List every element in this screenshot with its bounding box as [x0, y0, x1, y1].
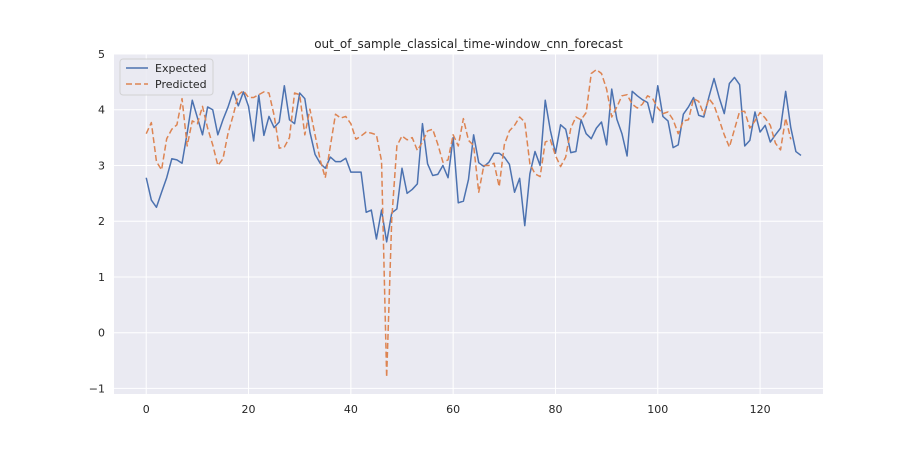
- y-tick-label: 0: [98, 327, 105, 340]
- chart-title: out_of_sample_classical_time-window_cnn_…: [314, 37, 623, 51]
- y-tick-label: −1: [89, 382, 105, 395]
- series-layer: [145, 68, 802, 379]
- legend-label-expected: Expected: [155, 62, 206, 75]
- series-line-expected: [145, 76, 802, 243]
- series-line-predicted: [145, 68, 792, 379]
- y-tick-label: 5: [98, 48, 105, 61]
- legend-label-predicted: Predicted: [155, 78, 207, 91]
- y-tick-label: 3: [98, 159, 105, 172]
- x-tick-label: 80: [548, 403, 562, 416]
- y-tick-label: 4: [98, 104, 105, 117]
- y-tick-label: 2: [98, 215, 105, 228]
- x-tick-label: 0: [143, 403, 150, 416]
- x-tick-label: 20: [242, 403, 256, 416]
- x-tick-label: 60: [446, 403, 460, 416]
- x-tick-label: 100: [647, 403, 668, 416]
- x-tick-label: 40: [344, 403, 358, 416]
- legend: Expected Predicted: [119, 58, 214, 96]
- tick-labels: 0 20 40 60 80 100 120 −1 0 1 2 3 4 5: [89, 48, 771, 416]
- y-tick-label: 1: [98, 271, 105, 284]
- x-tick-label: 120: [750, 403, 771, 416]
- plot-background: [114, 54, 823, 394]
